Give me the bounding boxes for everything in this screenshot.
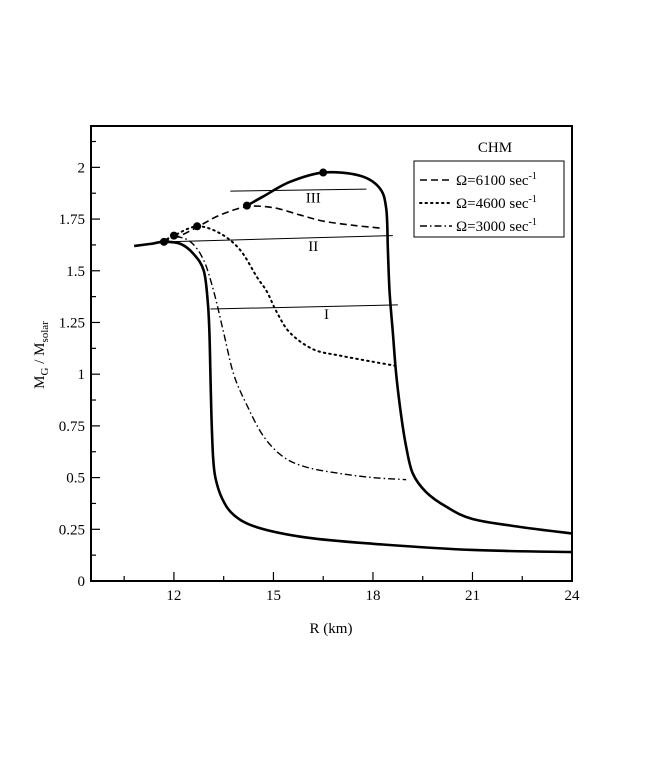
- legend-entry-3: Ω=3000 sec-1: [456, 217, 537, 235]
- y-label-sub2: solar: [39, 321, 51, 343]
- max-mass-point: [242, 201, 251, 210]
- y-axis-label: MG / Msolar: [32, 321, 51, 389]
- x-tick-label: 15: [266, 588, 281, 604]
- y-label-sep: / M: [32, 343, 48, 368]
- y-tick-label: 0.75: [59, 419, 85, 435]
- x-tick-label: 21: [465, 588, 480, 604]
- x-axis-label: R (km): [310, 621, 353, 637]
- y-tick-label: 1.25: [59, 315, 85, 331]
- svg-text:MG / Msolar: MG / Msolar: [32, 321, 51, 389]
- y-tick-label: 1.75: [59, 212, 85, 228]
- constant-line-I: [210, 304, 398, 310]
- y-tick-label: 1.5: [66, 264, 85, 280]
- legend-title: CHM: [478, 140, 512, 156]
- constant-line-label: II: [308, 239, 318, 255]
- y-label-sub1: G: [39, 368, 51, 376]
- series-line-dashdot-4: [161, 235, 407, 481]
- max-mass-point: [319, 168, 328, 177]
- legend-box: [413, 160, 565, 238]
- constant-line-III: [230, 188, 367, 192]
- constant-line-II: [163, 235, 393, 243]
- max-points: [159, 168, 328, 246]
- y-tick-label: 2: [78, 160, 86, 176]
- series-line-thick-solid-0: [133, 240, 573, 554]
- constant-line-label: III: [306, 190, 321, 206]
- y-tick-label: 0.5: [66, 471, 85, 487]
- max-mass-point: [159, 237, 168, 246]
- plot-frame: [90, 125, 573, 582]
- x-tick-label: 12: [166, 588, 181, 604]
- y-tick-label: 0: [78, 574, 86, 590]
- y-tick-label: 0.25: [59, 522, 85, 538]
- constant-lines: [163, 188, 398, 310]
- legend-entry-1: Ω=6100 sec-1: [456, 171, 537, 189]
- y-tick-label: 1: [78, 367, 86, 383]
- y-tick-labels: 0 0.25 0.5 0.75 1 1.25 1.5 1.75 2: [59, 160, 85, 590]
- series-line-dashed-2: [162, 205, 383, 243]
- max-mass-point: [193, 222, 202, 231]
- legend-entry-2: Ω=4600 sec-1: [456, 194, 537, 212]
- x-tick-label: 24: [565, 588, 581, 604]
- max-mass-point: [169, 231, 178, 240]
- constant-line-label: I: [324, 307, 329, 323]
- legend: CHM Ω=6100 sec-1 Ω=4600 sec-1 Ω=3000 sec…: [413, 140, 565, 238]
- y-label-main: M: [32, 376, 48, 389]
- series-line-dotted-3: [161, 225, 398, 367]
- x-tick-label: 18: [365, 588, 380, 604]
- x-tick-labels: 12 15 18 21 24: [166, 588, 580, 604]
- axis-ticks: [91, 140, 573, 581]
